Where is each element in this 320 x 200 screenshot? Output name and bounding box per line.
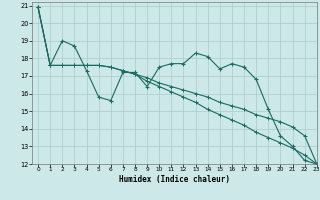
X-axis label: Humidex (Indice chaleur): Humidex (Indice chaleur) — [119, 175, 230, 184]
